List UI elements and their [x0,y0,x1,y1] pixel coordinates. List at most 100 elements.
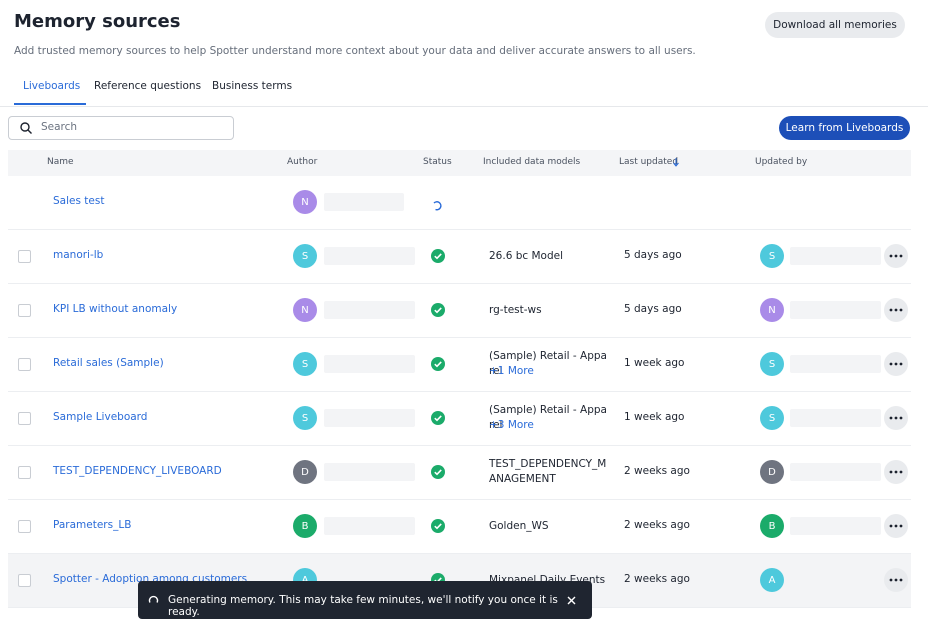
row-menu[interactable] [884,460,908,484]
author-avatar: B [293,514,317,538]
search-icon [20,122,32,134]
toast-message: Generating memory. This may take few min… [168,594,558,618]
column-header[interactable]: Included data models [483,157,581,167]
updater-avatar: S [760,406,784,430]
divider [0,106,928,107]
table-row[interactable]: Sample Liveboard S (Sample) Retail - Appar… [8,392,911,446]
row-checkbox[interactable] [18,358,31,371]
last-updated: 5 days ago [624,249,682,261]
author-name-placeholder [324,517,415,535]
table-row[interactable]: TEST_DEPENDENCY_LIVEBOARD D TEST_DEPENDENC… [8,446,911,500]
row-menu[interactable] [884,352,908,376]
row-menu[interactable] [884,406,908,430]
data-model: 26.6 bc Model [489,250,564,262]
updater-name-placeholder [790,409,881,427]
author-name-placeholder [324,463,415,481]
page-title: Memory sources [14,11,181,32]
liveboard-name[interactable]: Retail sales (Sample) [53,357,164,369]
tab[interactable]: Liveboards [23,80,81,92]
status-done [431,248,445,267]
page-subtitle: Add trusted memory sources to help Spott… [14,45,696,57]
tab[interactable]: Business terms [212,80,293,92]
table-row[interactable]: Retail sales (Sample) S (Sample) Retail - … [8,338,911,392]
author-avatar: S [293,406,317,430]
table-header [8,150,911,176]
status-done [431,464,445,483]
status-done [431,356,445,375]
data-model: (Sample) Retail - Apparel [489,404,607,431]
liveboard-name[interactable]: Parameters_LB [53,519,132,531]
liveboard-name[interactable]: Sales test [53,195,105,207]
author-avatar: D [293,460,317,484]
author-name-placeholder [324,193,404,211]
author-name-placeholder [324,247,415,265]
last-updated: 1 week ago [624,357,685,369]
row-checkbox[interactable] [18,574,31,587]
column-header[interactable]: Name [47,157,74,167]
liveboard-name[interactable]: KPI LB without anomaly [53,303,178,315]
row-menu[interactable] [884,568,908,592]
last-updated: 2 weeks ago [624,519,690,531]
toast-close[interactable] [567,596,576,605]
row-checkbox[interactable] [18,250,31,263]
updater-avatar: D [760,460,784,484]
updater-name-placeholder [790,247,881,265]
toast-spinner [148,595,159,603]
more-models[interactable]: +3 More [489,419,534,431]
updater-name-placeholder [790,463,881,481]
status-loading [432,196,443,215]
updater-avatar: S [760,352,784,376]
last-updated: 2 weeks ago [624,465,690,477]
column-header[interactable]: Last updated [619,157,679,167]
table-row[interactable]: Sales test N [8,176,911,230]
table-row[interactable]: manori-lb S 26.6 bc Model 5 days ago S [8,230,911,284]
updater-name-placeholder [790,301,881,319]
author-avatar: S [293,244,317,268]
updater-avatar: A [760,568,784,592]
liveboard-name[interactable]: TEST_DEPENDENCY_LIVEBOARD [53,465,222,477]
liveboard-name[interactable]: manori-lb [53,249,104,261]
more-models[interactable]: +1 More [489,365,534,377]
author-avatar: N [293,298,317,322]
tab[interactable]: Reference questions [94,80,202,92]
data-model: TEST_DEPENDENCY_MANAGEMENT [489,458,607,485]
liveboard-name[interactable]: Sample Liveboard [53,411,148,423]
search-placeholder: Search [41,121,78,133]
row-checkbox[interactable] [18,304,31,317]
row-checkbox[interactable] [18,520,31,533]
updater-name-placeholder [790,571,881,589]
column-header[interactable]: Updated by [755,157,808,167]
learn-button[interactable]: Learn from Liveboards [779,116,910,140]
data-model: Golden_WS [489,520,549,532]
download-button[interactable]: Download all memories [765,12,905,38]
updater-avatar: S [760,244,784,268]
data-model: rg-test-ws [489,304,542,316]
author-avatar: S [293,352,317,376]
last-updated: 2 weeks ago [624,573,690,585]
updater-avatar: B [760,514,784,538]
author-name-placeholder [324,301,415,319]
search-box[interactable]: Search [8,116,234,140]
status-done [431,302,445,321]
author-name-placeholder [324,409,415,427]
status-done [431,518,445,537]
row-menu[interactable] [884,514,908,538]
last-updated: 1 week ago [624,411,685,423]
last-updated: 5 days ago [624,303,682,315]
column-header[interactable]: Author [287,157,318,167]
updater-name-placeholder [790,355,881,373]
row-menu[interactable] [884,298,908,322]
toast: Generating memory. This may take few min… [138,581,592,619]
column-header[interactable]: Status [423,157,452,167]
updater-avatar: N [760,298,784,322]
tab-underline [14,103,86,105]
updater-name-placeholder [790,517,881,535]
status-done [431,410,445,429]
row-checkbox[interactable] [18,412,31,425]
row-checkbox[interactable] [18,466,31,479]
sort-arrow [673,158,679,167]
table-row[interactable]: Parameters_LB B Golden_WS 2 weeks ago B [8,500,911,554]
row-menu[interactable] [884,244,908,268]
